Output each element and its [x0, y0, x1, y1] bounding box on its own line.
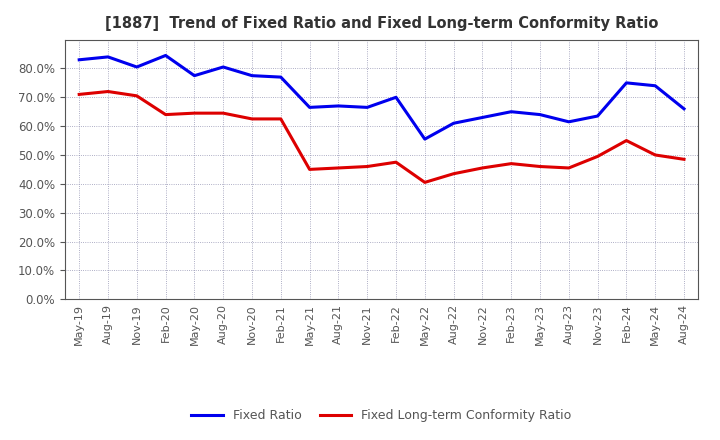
- Fixed Long-term Conformity Ratio: [161, 112, 170, 117]
- Fixed Ratio: [392, 95, 400, 100]
- Fixed Ratio: [305, 105, 314, 110]
- Fixed Ratio: [104, 54, 112, 59]
- Fixed Ratio: [478, 115, 487, 120]
- Fixed Long-term Conformity Ratio: [420, 180, 429, 185]
- Fixed Ratio: [622, 80, 631, 85]
- Fixed Ratio: [190, 73, 199, 78]
- Fixed Long-term Conformity Ratio: [276, 116, 285, 121]
- Fixed Ratio: [680, 106, 688, 111]
- Line: Fixed Ratio: Fixed Ratio: [79, 55, 684, 139]
- Fixed Ratio: [593, 114, 602, 119]
- Fixed Long-term Conformity Ratio: [449, 171, 458, 176]
- Fixed Long-term Conformity Ratio: [564, 165, 573, 171]
- Title: [1887]  Trend of Fixed Ratio and Fixed Long-term Conformity Ratio: [1887] Trend of Fixed Ratio and Fixed Lo…: [105, 16, 658, 32]
- Fixed Long-term Conformity Ratio: [132, 93, 141, 99]
- Fixed Long-term Conformity Ratio: [593, 154, 602, 159]
- Fixed Ratio: [132, 64, 141, 70]
- Fixed Ratio: [334, 103, 343, 109]
- Legend: Fixed Ratio, Fixed Long-term Conformity Ratio: Fixed Ratio, Fixed Long-term Conformity …: [186, 404, 577, 427]
- Fixed Long-term Conformity Ratio: [392, 160, 400, 165]
- Fixed Ratio: [564, 119, 573, 125]
- Fixed Ratio: [276, 74, 285, 80]
- Fixed Long-term Conformity Ratio: [305, 167, 314, 172]
- Fixed Ratio: [536, 112, 544, 117]
- Fixed Ratio: [449, 121, 458, 126]
- Fixed Long-term Conformity Ratio: [190, 110, 199, 116]
- Fixed Ratio: [248, 73, 256, 78]
- Fixed Long-term Conformity Ratio: [363, 164, 372, 169]
- Fixed Ratio: [219, 64, 228, 70]
- Fixed Long-term Conformity Ratio: [507, 161, 516, 166]
- Fixed Long-term Conformity Ratio: [75, 92, 84, 97]
- Fixed Ratio: [75, 57, 84, 62]
- Fixed Ratio: [651, 83, 660, 88]
- Fixed Ratio: [420, 136, 429, 142]
- Fixed Long-term Conformity Ratio: [104, 89, 112, 94]
- Fixed Long-term Conformity Ratio: [334, 165, 343, 171]
- Line: Fixed Long-term Conformity Ratio: Fixed Long-term Conformity Ratio: [79, 92, 684, 182]
- Fixed Long-term Conformity Ratio: [651, 152, 660, 158]
- Fixed Long-term Conformity Ratio: [478, 165, 487, 171]
- Fixed Long-term Conformity Ratio: [248, 116, 256, 121]
- Fixed Ratio: [161, 53, 170, 58]
- Fixed Long-term Conformity Ratio: [536, 164, 544, 169]
- Fixed Ratio: [507, 109, 516, 114]
- Fixed Long-term Conformity Ratio: [622, 138, 631, 143]
- Fixed Long-term Conformity Ratio: [680, 157, 688, 162]
- Fixed Ratio: [363, 105, 372, 110]
- Fixed Long-term Conformity Ratio: [219, 110, 228, 116]
